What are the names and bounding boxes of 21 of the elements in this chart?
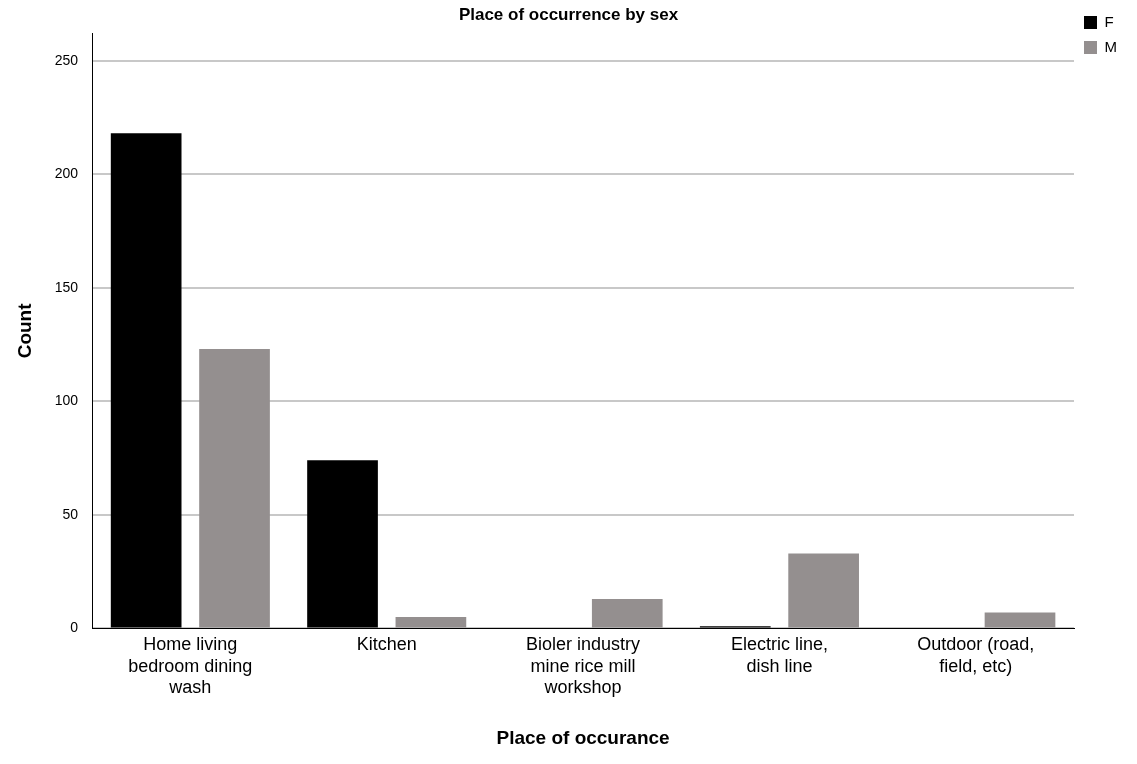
x-tick-label: Kitchen (356, 634, 417, 655)
legend-label: F (1104, 12, 1114, 30)
y-tick-label: 250 (54, 51, 79, 68)
bar (395, 617, 467, 628)
y-tick-label: 100 (54, 392, 79, 409)
y-tick-label: 50 (62, 505, 79, 522)
legend-label: M (1104, 37, 1117, 55)
x-axis-title: Place of occurance (496, 726, 670, 748)
bar (591, 598, 663, 628)
x-tick-label: Outdoor (road, field, etc) (917, 634, 1035, 676)
x-tick-label: Bioler industry mine rice mill workshop (526, 634, 641, 698)
bar (984, 612, 1056, 628)
y-tick-label: 150 (54, 278, 79, 295)
y-axis-title: Count (13, 302, 35, 359)
y-tick-label: 0 (70, 619, 79, 636)
bar (199, 349, 270, 628)
x-tick-label: Home living bedroom dining wash (128, 634, 253, 698)
chart-title: Place of occurrence by sex (458, 4, 679, 24)
x-tick-label: Electric line, dish line (730, 634, 828, 676)
bar (788, 553, 859, 628)
y-tick-label: 200 (54, 165, 79, 182)
